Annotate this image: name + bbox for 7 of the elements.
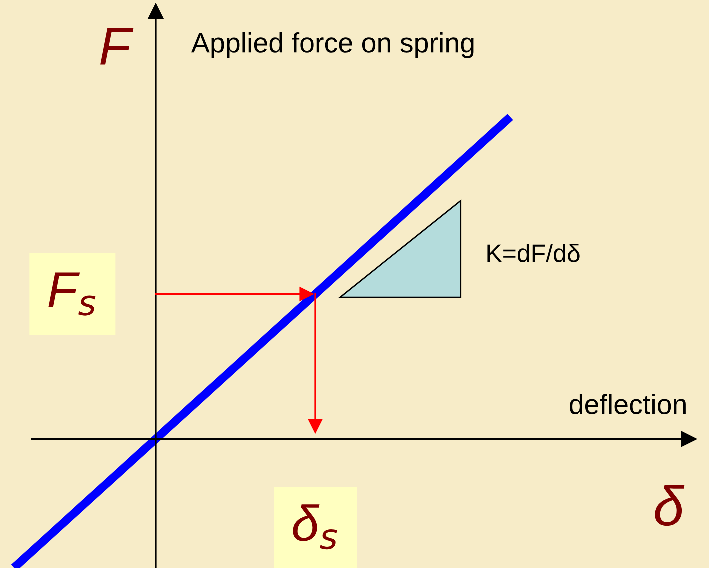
ref-line-label: F$_{s}$ [48, 272, 96, 316]
annotation: δ$_{s}$ [293, 504, 338, 550]
text: deflection [570, 394, 686, 414]
x-axis-title: δ [655, 485, 685, 526]
y-axis-title: F [100, 28, 134, 65]
annotation: K=dF/dδ [488, 244, 580, 262]
text: Applied force on spring [191, 32, 474, 58]
